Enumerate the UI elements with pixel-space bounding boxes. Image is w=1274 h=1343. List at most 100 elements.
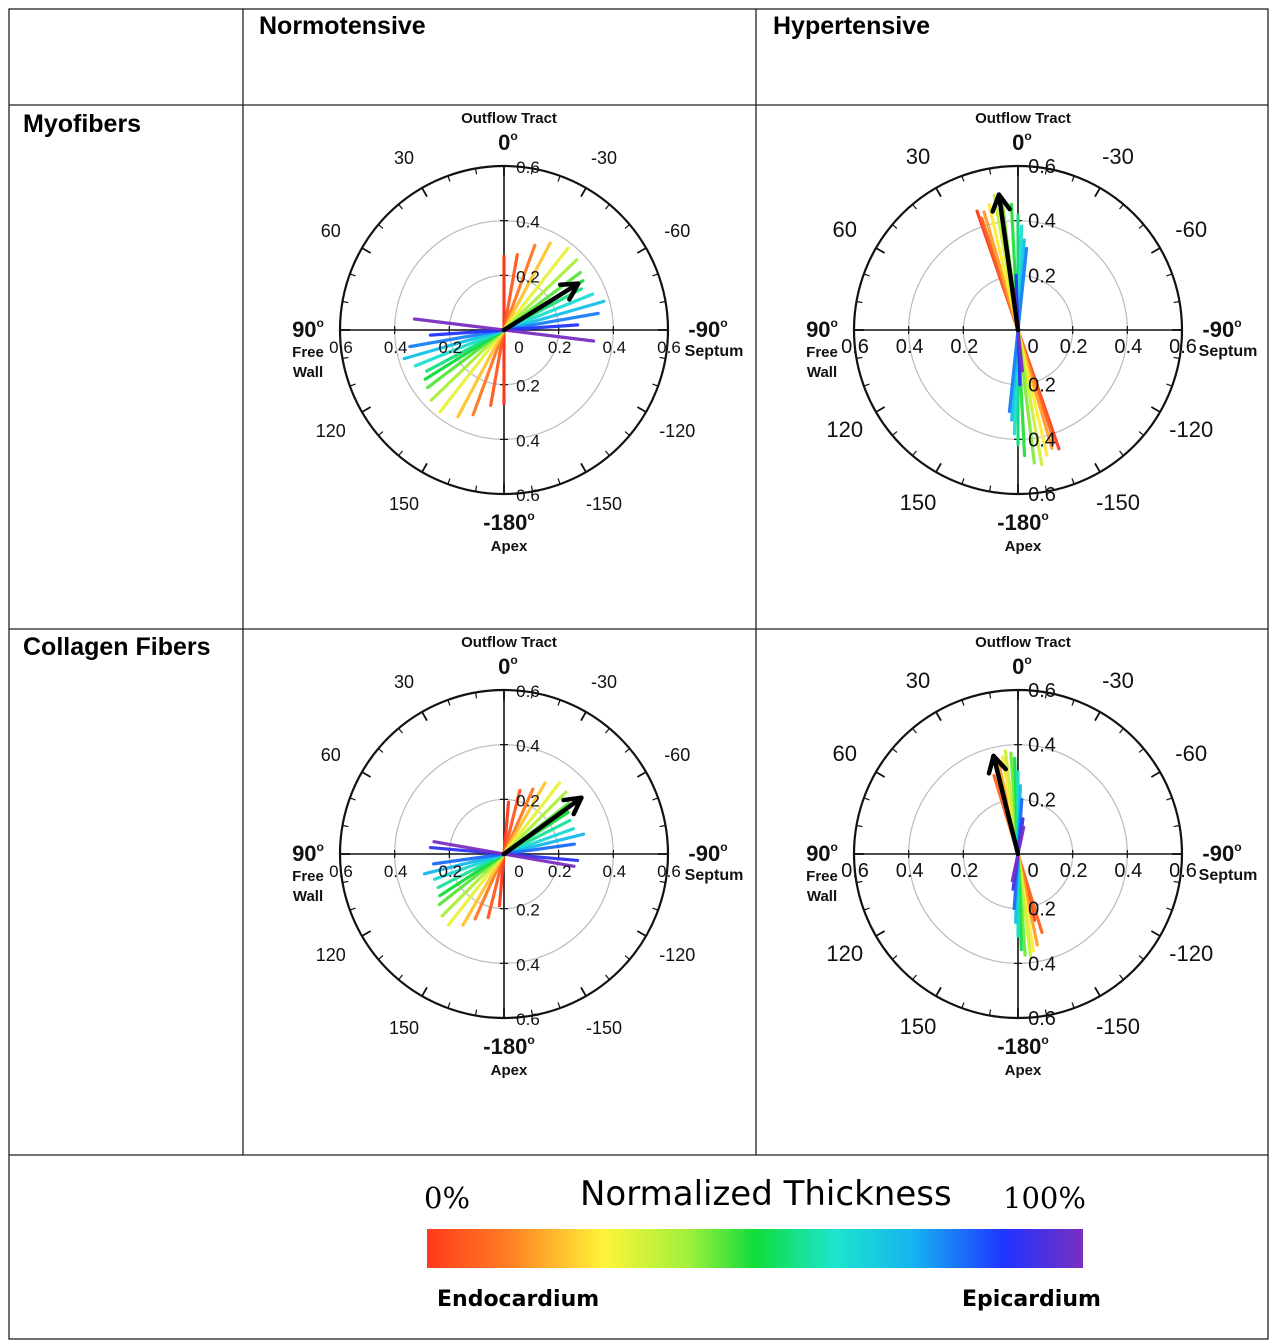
angle-tick: [659, 300, 666, 304]
angle-tick: [580, 462, 587, 473]
angle-tick: [912, 974, 917, 981]
label-bottom-angle: -180o: [997, 1033, 1048, 1059]
angle-tick: [961, 478, 965, 485]
angle-tick: [961, 699, 965, 706]
angle-tick: [377, 748, 384, 753]
angle-tick: [1094, 462, 1101, 473]
radial-label-bottom: 0.2: [516, 901, 540, 920]
label-free: Free: [806, 344, 838, 361]
angle-tick: [875, 771, 886, 778]
mean-arrow-head: [986, 753, 1008, 776]
angle-tick: [342, 880, 349, 884]
radial-label-right: 0.4: [603, 862, 627, 881]
radial-label-right: 0.4: [1114, 860, 1142, 882]
angle-tick: [636, 771, 647, 778]
angle-tick: [856, 356, 863, 360]
radial-label-right: 0.2: [1060, 336, 1088, 358]
label-right-angle: -90o: [688, 840, 727, 866]
colorbar-max-label: 100%: [1003, 1181, 1086, 1215]
angle-tick: [912, 203, 917, 210]
angle-tick: [935, 711, 942, 722]
angle-label: -60: [1175, 217, 1207, 242]
angle-tick: [624, 224, 631, 229]
row-header-myofibers: Myofibers: [23, 110, 142, 138]
label-right-angle: -90o: [1202, 316, 1241, 342]
radial-label-left: 0.6: [841, 336, 869, 358]
angle-tick: [557, 478, 561, 485]
angle-tick: [891, 224, 898, 229]
label-septum: Septum: [1199, 867, 1258, 884]
angle-tick: [875, 247, 886, 254]
angle-tick: [935, 462, 942, 473]
angle-tick: [863, 273, 870, 277]
colorbar-left-label: Endocardium: [437, 1287, 600, 1312]
radial-label-bottom: 0.4: [516, 431, 540, 450]
radial-label-bottom: 0.4: [1028, 429, 1056, 451]
angle-label: -120: [659, 421, 695, 441]
angle-tick: [935, 986, 942, 997]
angle-tick: [474, 168, 478, 175]
angle-tick: [1044, 485, 1048, 492]
label-outflow-tract: Outflow Tract: [975, 634, 1071, 651]
radial-label-bottom: 0.6: [1028, 1008, 1056, 1030]
angle-label: -30: [1102, 668, 1134, 693]
origin-label: 0: [1027, 860, 1038, 882]
origin-label: 0: [514, 338, 523, 357]
angle-tick: [1150, 930, 1161, 937]
angle-tick: [605, 450, 610, 457]
angle-tick: [580, 187, 587, 198]
label-apex: Apex: [491, 1062, 528, 1079]
angle-tick: [361, 406, 372, 413]
label-free: Free: [292, 344, 324, 361]
label-right-angle: -90o: [1202, 840, 1241, 866]
angle-tick: [891, 748, 898, 753]
angle-label: 120: [826, 417, 863, 442]
label-top-angle: 0o: [498, 653, 518, 679]
angle-tick: [1173, 300, 1180, 304]
label-right-angle: -90o: [688, 316, 727, 342]
angle-tick: [474, 1009, 478, 1016]
label-top-angle: 0o: [498, 129, 518, 155]
angle-tick: [421, 711, 428, 722]
label-outflow-tract: Outflow Tract: [975, 110, 1071, 127]
angle-tick: [1094, 986, 1101, 997]
angle-label: -120: [659, 945, 695, 965]
mean-arrow-shaft: [991, 753, 1021, 857]
angle-tick: [557, 175, 561, 182]
colorbar-title: Normalized Thickness: [580, 1174, 952, 1214]
angle-label: -150: [586, 1018, 622, 1038]
column-header-hypertensive: Hypertensive: [773, 12, 931, 40]
label-apex: Apex: [491, 538, 528, 555]
mean-arrow-head: [561, 795, 584, 817]
radial-label-top: 0.4: [516, 737, 540, 756]
radial-label-right: 0.6: [657, 862, 681, 881]
colorbar-min-label: 0%: [424, 1181, 471, 1215]
angle-tick: [961, 175, 965, 182]
angle-label: 120: [316, 421, 346, 441]
label-wall: Wall: [807, 364, 837, 381]
label-septum: Septum: [685, 343, 744, 360]
angle-tick: [636, 247, 647, 254]
angle-tick: [863, 907, 870, 911]
angle-tick: [474, 692, 478, 699]
angle-tick: [636, 406, 647, 413]
colorbar-right-label: Epicardium: [962, 1287, 1101, 1312]
angle-tick: [398, 974, 403, 981]
angle-tick: [1166, 797, 1173, 801]
angle-tick: [361, 930, 372, 937]
angle-label: 150: [900, 1014, 937, 1039]
angle-tick: [1071, 699, 1075, 706]
angle-tick: [1044, 1009, 1048, 1016]
angle-label: 30: [906, 144, 930, 169]
angle-tick: [875, 930, 886, 937]
angle-label: 30: [394, 148, 414, 168]
angle-label: 150: [389, 1018, 419, 1038]
radial-label-top: 0.6: [1028, 156, 1056, 178]
label-wall: Wall: [293, 888, 323, 905]
angle-tick: [912, 727, 917, 734]
angle-tick: [659, 880, 666, 884]
radial-label-top: 0.4: [1028, 211, 1056, 233]
angle-tick: [1094, 711, 1101, 722]
radial-label-top: 0.2: [1028, 265, 1056, 287]
